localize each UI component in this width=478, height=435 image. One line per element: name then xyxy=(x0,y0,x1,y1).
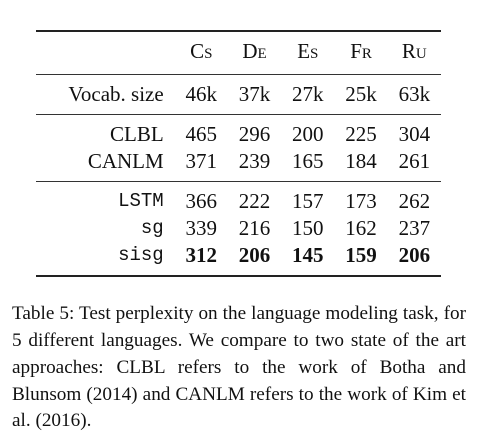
cell-value: 25k xyxy=(345,82,377,106)
vocab-size-row: Vocab. size 46k 37k 27k 25k 63k xyxy=(36,74,441,115)
header-fr-rest: R xyxy=(361,46,372,62)
cell-value: 339 xyxy=(185,216,218,240)
header-ru: RU xyxy=(388,31,441,75)
baseline-row-canlm: CANLM 371 239 165 184 261 xyxy=(36,148,441,182)
results-table-container: CS DE ES FR RU Vocab. size 46k 37k 27k 2… xyxy=(36,30,441,277)
cell-value: 237 xyxy=(398,216,431,240)
cell-value: 262 xyxy=(398,189,431,213)
row-label: sg xyxy=(140,217,164,239)
header-ru-rest: U xyxy=(415,46,427,62)
header-cs-rest: S xyxy=(204,46,213,62)
row-label: Vocab. size xyxy=(68,82,164,106)
header-es: ES xyxy=(281,31,334,75)
cell-value: 222 xyxy=(238,189,271,213)
header-de-rest: E xyxy=(257,46,267,62)
baseline-row-clbl: CLBL 465 296 200 225 304 xyxy=(36,114,441,149)
cell-value-best: 145 xyxy=(292,243,324,267)
header-es-initial: E xyxy=(297,39,311,63)
cell-value: 225 xyxy=(345,122,377,146)
model-row-sisg: sisg 312 206 145 159 206 xyxy=(36,242,441,276)
cell-value-best: 159 xyxy=(345,243,377,267)
row-label: LSTM xyxy=(118,190,164,212)
cell-value: 200 xyxy=(292,122,324,146)
cell-value: 150 xyxy=(292,216,324,240)
cell-value: 27k xyxy=(292,82,324,106)
header-fr: FR xyxy=(334,31,387,75)
cell-value: 63k xyxy=(398,82,431,106)
cell-value: 184 xyxy=(345,149,377,173)
cell-value-best: 206 xyxy=(238,243,271,267)
cell-value: 261 xyxy=(398,149,431,173)
cell-value: 465 xyxy=(185,122,218,146)
cell-value: 165 xyxy=(292,149,324,173)
model-row-lstm: LSTM 366 222 157 173 262 xyxy=(36,181,441,216)
header-cs: CS xyxy=(175,31,228,75)
header-de-initial: D xyxy=(242,39,258,63)
header-cs-initial: C xyxy=(190,39,205,63)
cell-value: 239 xyxy=(238,149,271,173)
cell-value-best: 206 xyxy=(398,243,431,267)
header-fr-initial: F xyxy=(350,39,362,63)
perplexity-table: CS DE ES FR RU Vocab. size 46k 37k 27k 2… xyxy=(36,30,441,277)
row-label: CANLM xyxy=(87,149,164,173)
cell-value: 304 xyxy=(398,122,431,146)
cell-value: 157 xyxy=(292,189,324,213)
model-row-sg: sg 339 216 150 162 237 xyxy=(36,215,441,242)
table-caption: Table 5: Test perplexity on the language… xyxy=(12,303,466,432)
cell-value: 162 xyxy=(345,216,377,240)
header-empty-cell xyxy=(36,31,175,75)
row-label: CLBL xyxy=(110,122,164,146)
cell-value: 46k xyxy=(185,82,218,106)
cell-value-best: 312 xyxy=(185,243,218,267)
header-ru-initial: R xyxy=(401,39,416,63)
row-label: sisg xyxy=(118,244,164,266)
cell-value: 37k xyxy=(238,82,271,106)
cell-value: 296 xyxy=(238,122,271,146)
header-de: DE xyxy=(228,31,281,75)
cell-value: 371 xyxy=(185,149,218,173)
cell-value: 216 xyxy=(238,216,271,240)
header-row: CS DE ES FR RU xyxy=(36,31,441,75)
cell-value: 366 xyxy=(185,189,218,213)
header-es-rest: S xyxy=(310,46,319,62)
cell-value: 173 xyxy=(345,189,377,213)
